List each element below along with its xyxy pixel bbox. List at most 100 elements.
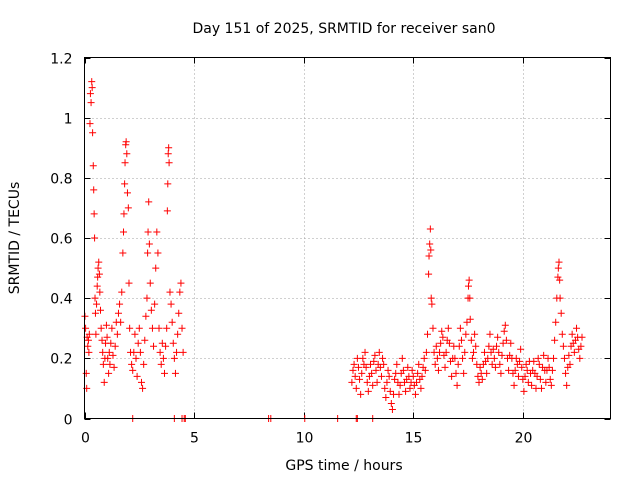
data-point	[86, 90, 94, 98]
data-point	[434, 366, 442, 374]
data-point	[484, 354, 492, 362]
plot-frame	[84, 57, 611, 419]
data-point	[472, 342, 480, 350]
data-point	[179, 348, 187, 356]
data-point	[473, 360, 481, 368]
data-point	[105, 348, 113, 356]
data-point	[421, 366, 429, 374]
data-point	[556, 276, 564, 284]
data-point	[566, 360, 574, 368]
data-point	[497, 369, 505, 377]
data-point	[137, 378, 145, 386]
data-point	[159, 354, 167, 362]
grid	[84, 57, 611, 419]
data-point	[533, 372, 541, 380]
data-point	[562, 369, 570, 377]
data-point	[382, 393, 390, 401]
data-point	[448, 372, 456, 380]
data-point	[540, 351, 548, 359]
data-point	[170, 354, 178, 362]
data-point	[97, 324, 105, 332]
data-point	[573, 324, 581, 332]
data-point	[385, 372, 393, 380]
data-point	[496, 360, 504, 368]
y-tick-label: 0	[64, 413, 73, 429]
data-point	[457, 336, 465, 344]
data-point	[556, 294, 564, 302]
data-point	[361, 348, 369, 356]
data-point	[123, 150, 131, 158]
data-point	[466, 294, 474, 302]
data-point	[514, 372, 522, 380]
data-point	[147, 306, 155, 314]
data-point	[404, 363, 412, 371]
data-point	[125, 279, 133, 287]
data-point	[82, 324, 90, 332]
y-tick-label: 1.2	[50, 52, 72, 68]
data-point	[432, 342, 440, 350]
x-tick-label: 10	[296, 431, 314, 447]
data-point	[516, 357, 524, 365]
data-point	[372, 366, 380, 374]
data-point	[383, 378, 391, 386]
data-point	[423, 330, 431, 338]
data-point	[130, 348, 138, 356]
data-point	[379, 354, 387, 362]
data-point	[476, 363, 484, 371]
data-point	[427, 294, 435, 302]
data-point	[534, 354, 542, 362]
data-point	[151, 300, 159, 308]
data-point	[465, 276, 473, 284]
data-point	[96, 306, 104, 314]
chart-title: Day 151 of 2025, SRMTID for receiver san…	[192, 21, 495, 37]
data-point	[408, 366, 416, 374]
data-point	[554, 273, 562, 281]
data-point	[433, 354, 441, 362]
data-point	[119, 249, 127, 257]
data-point	[368, 369, 376, 377]
y-tick-label: 0.4	[50, 292, 72, 308]
data-point	[413, 378, 421, 386]
data-point	[164, 150, 172, 158]
data-point	[109, 351, 117, 359]
data-point	[464, 282, 472, 290]
x-tick-label: 15	[405, 431, 423, 447]
data-point	[98, 336, 106, 344]
data-point	[124, 204, 132, 212]
data-point	[376, 363, 384, 371]
data-point	[528, 381, 536, 389]
data-point	[535, 360, 543, 368]
data-point	[428, 300, 436, 308]
data-point	[139, 384, 147, 392]
data-point	[559, 342, 567, 350]
data-point	[165, 144, 173, 152]
data-point	[495, 348, 503, 356]
data-point	[162, 342, 170, 350]
data-point	[357, 390, 365, 398]
data-point	[140, 360, 148, 368]
data-point	[92, 330, 100, 338]
data-point	[536, 375, 544, 383]
data-point	[501, 321, 509, 329]
data-point	[350, 360, 358, 368]
data-point	[546, 375, 554, 383]
data-point	[417, 384, 425, 392]
data-point	[93, 300, 101, 308]
data-point	[550, 354, 558, 362]
data-point	[474, 372, 482, 380]
data-point	[354, 363, 362, 371]
data-point	[395, 390, 403, 398]
data-point	[163, 207, 171, 215]
x-axis-label: GPS time / hours	[285, 458, 402, 474]
data-points	[81, 78, 586, 422]
data-point	[94, 273, 102, 281]
data-point	[499, 339, 507, 347]
data-point	[489, 345, 497, 353]
data-point	[375, 348, 383, 356]
data-point	[568, 330, 576, 338]
data-point	[455, 342, 463, 350]
data-point	[437, 339, 445, 347]
data-point	[468, 354, 476, 362]
data-point	[352, 384, 360, 392]
